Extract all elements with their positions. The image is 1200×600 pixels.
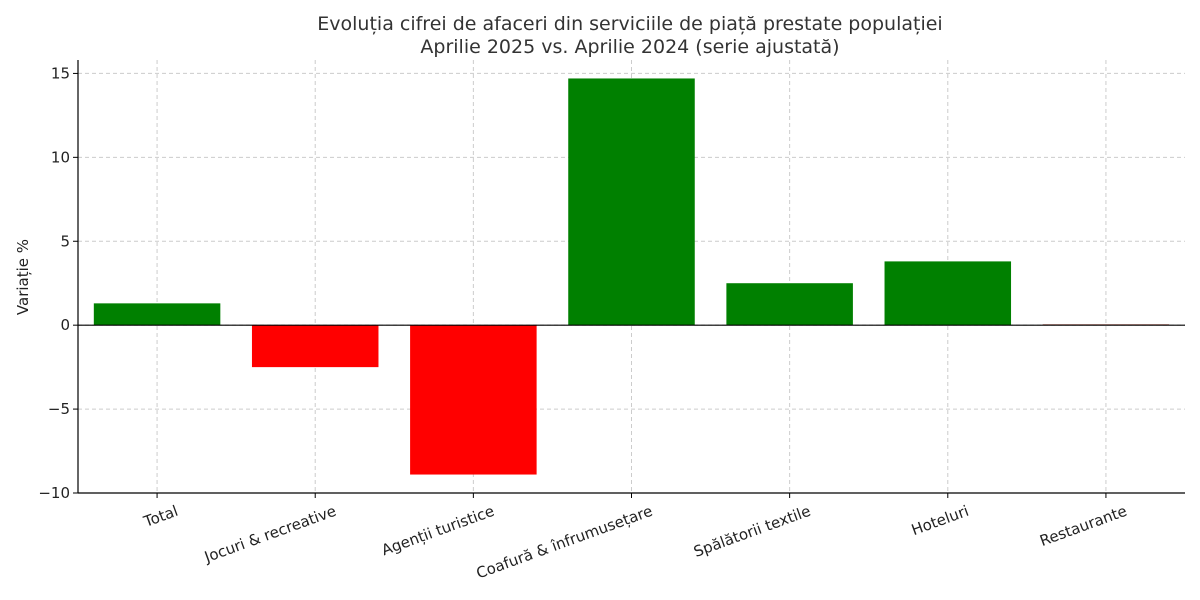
y-tick-label: 15	[51, 64, 70, 82]
bar-3	[410, 325, 537, 475]
bar-2	[251, 325, 379, 368]
y-axis-label: Variație %	[14, 239, 32, 315]
bar-6	[884, 261, 1012, 326]
y-tick-label: −5	[48, 400, 70, 418]
x-tick-label: Restaurante	[1037, 502, 1129, 550]
x-tick-label: Hoteluri	[909, 502, 971, 539]
y-tick-label: −10	[38, 484, 70, 502]
bar-4	[568, 78, 695, 326]
y-ticks: −10 −5 0 5 10 15	[38, 64, 78, 502]
x-tick-label: Coafură & înfrumusețare	[474, 502, 655, 583]
x-tick-label: Agenții turistice	[379, 502, 497, 559]
x-tick-label: Spălătorii textile	[691, 502, 813, 561]
chart-subtitle: Aprilie 2025 vs. Aprilie 2024 (serie aju…	[420, 36, 839, 58]
bar-5	[726, 283, 853, 326]
bars	[93, 78, 1170, 475]
y-tick-label: 5	[60, 232, 70, 250]
x-tick-label: Total	[140, 502, 180, 531]
x-ticks: Total Jocuri & recreative Agenții turistic…	[140, 493, 1129, 582]
y-tick-label: 10	[51, 148, 70, 166]
chart-title: Evoluția cifrei de afaceri din serviciil…	[317, 13, 942, 35]
bar-1	[93, 303, 221, 326]
x-tick-label: Jocuri & recreative	[201, 502, 338, 567]
y-tick-label: 0	[60, 316, 70, 334]
